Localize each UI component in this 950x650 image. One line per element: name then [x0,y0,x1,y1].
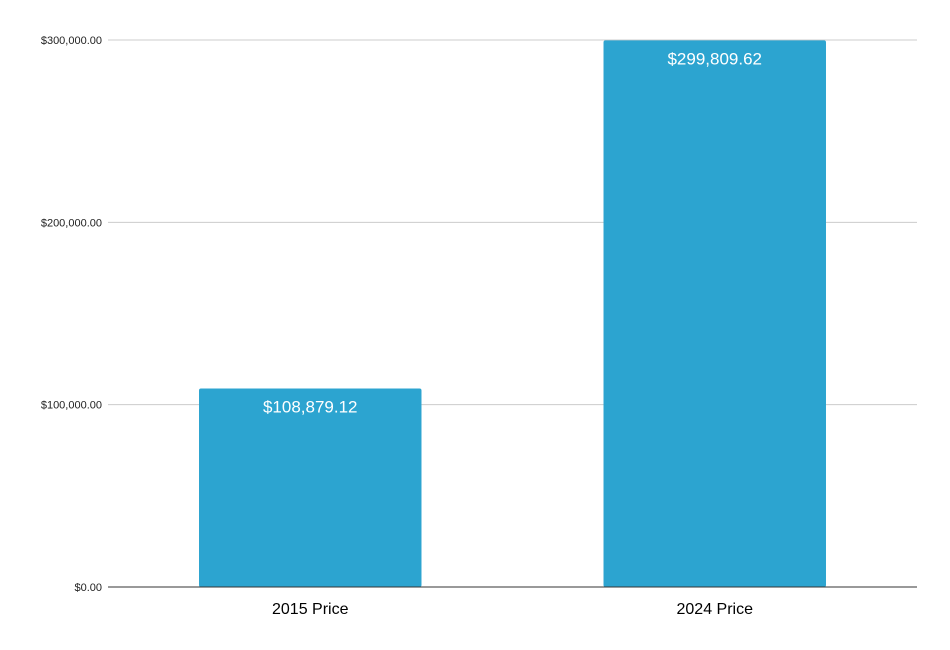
x-tick-label: 2015 Price [272,601,349,618]
y-tick-label: $0.00 [74,582,102,594]
bar [603,40,826,588]
y-tick-label: $200,000.00 [41,217,102,229]
x-axis-ticks: 2015 Price 2024 Price [272,601,753,618]
y-axis-ticks: $0.00 $100,000.00 $200,000.00 $300,000.00 [41,35,102,594]
bar-data-label: $299,809.62 [667,49,762,68]
bars [199,40,826,588]
bar-data-label: $108,879.12 [263,397,358,416]
y-tick-label: $300,000.00 [41,35,102,47]
y-tick-label: $100,000.00 [41,400,102,412]
data-labels: $108,879.12 $299,809.62 [263,49,762,416]
x-tick-label: 2024 Price [677,601,754,618]
bar [199,388,422,587]
